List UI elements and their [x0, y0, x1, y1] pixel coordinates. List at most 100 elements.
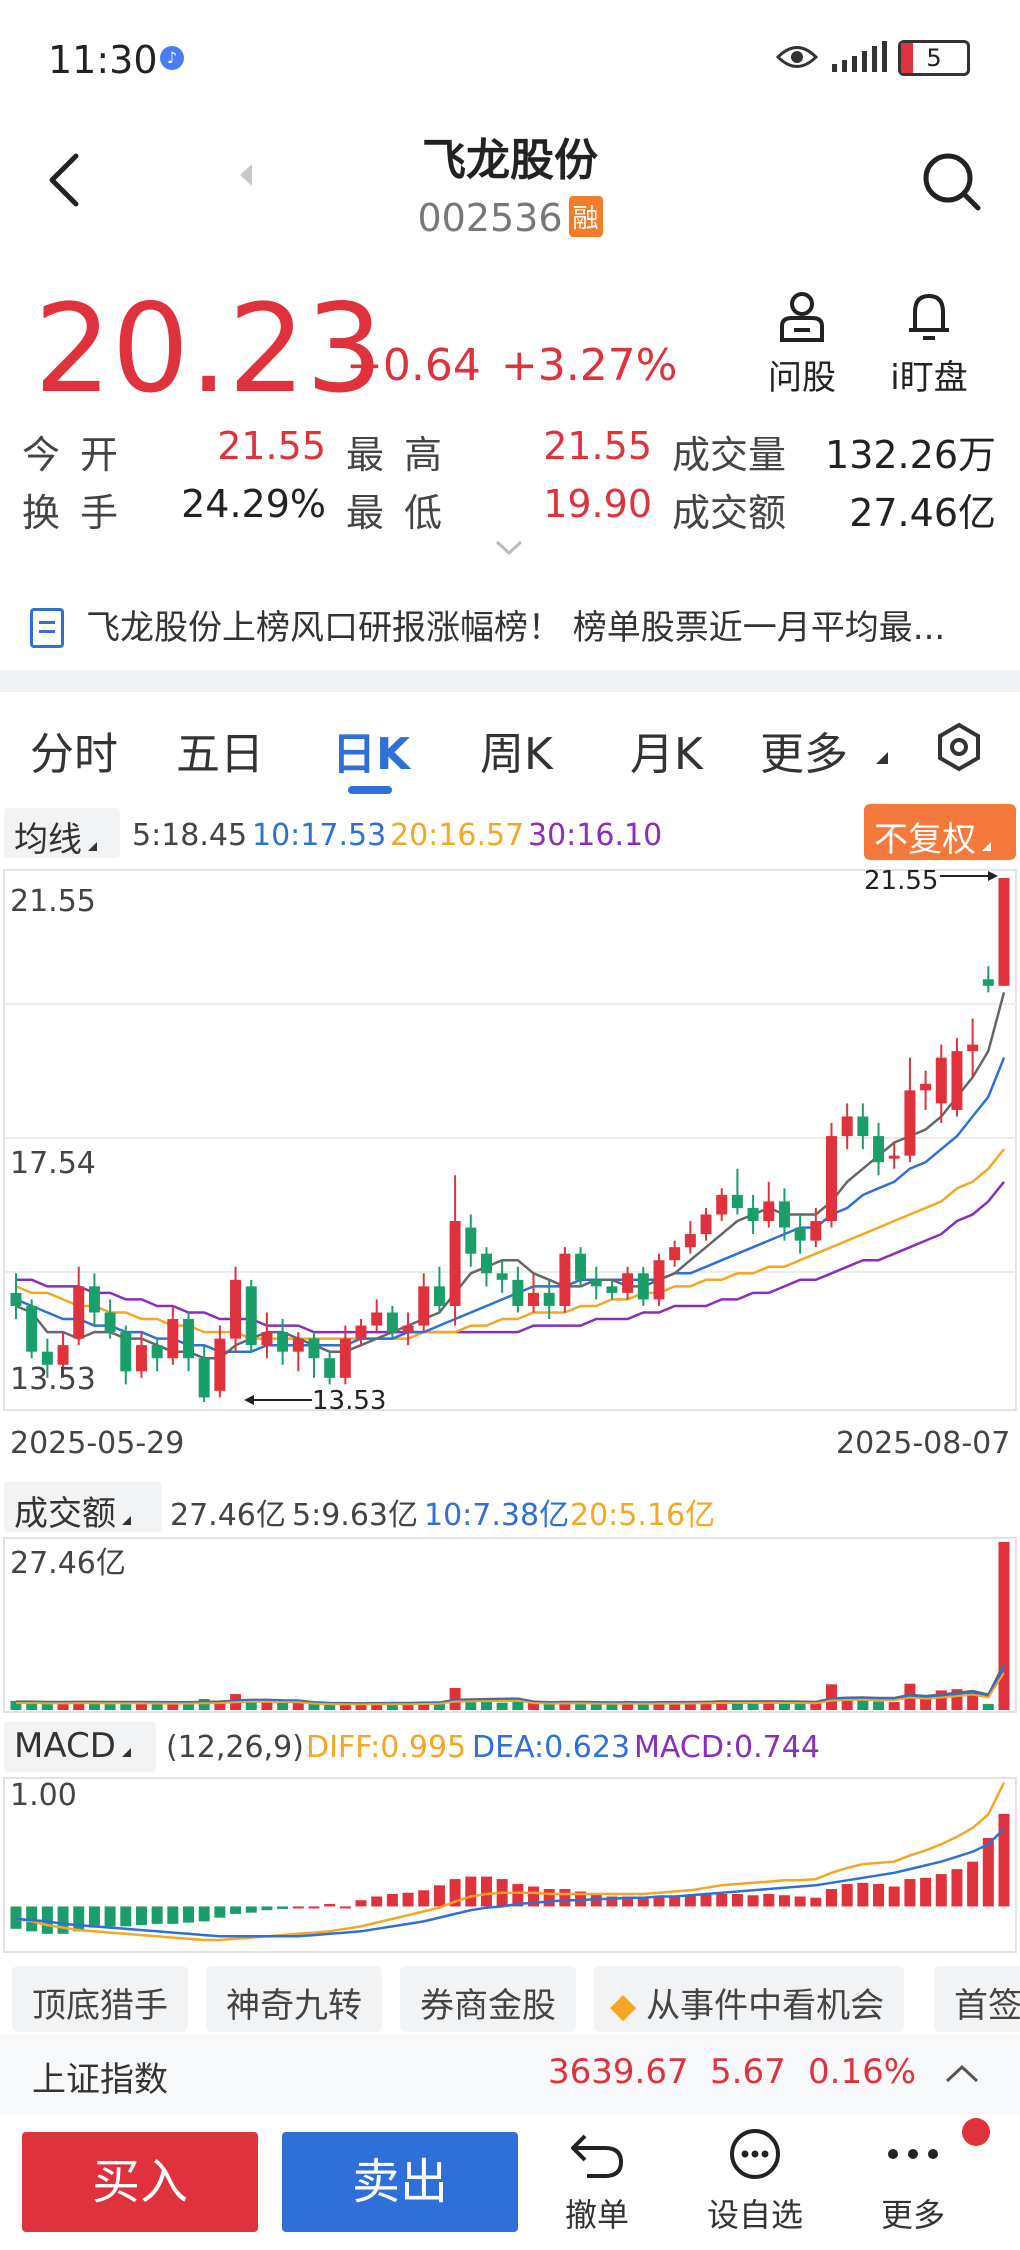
index-value: 3639.67 [548, 2052, 689, 2092]
candle-body [794, 1227, 806, 1241]
candle-body [151, 1345, 163, 1359]
macd-bar [41, 1906, 53, 1934]
candle-body [120, 1332, 132, 1372]
tab-intraday[interactable]: 分时 [30, 729, 118, 780]
candle-body [810, 1221, 822, 1241]
candle-body [73, 1286, 85, 1339]
macd-bar [183, 1906, 194, 1923]
amount-bar [261, 1702, 273, 1710]
amount-bar [794, 1702, 806, 1710]
tag-magic-nine[interactable]: 神奇九转 [206, 1966, 382, 2032]
macd-bar [88, 1906, 100, 1928]
buy-button[interactable]: 买入 [22, 2132, 258, 2232]
add-watchlist-button[interactable]: 设自选 [700, 2128, 810, 2236]
more-button[interactable]: 更多 [858, 2128, 968, 2236]
tab-daily-k[interactable]: 日K [332, 729, 411, 780]
amount-selector[interactable]: 成交额 [4, 1482, 162, 1534]
candle-body [684, 1234, 696, 1248]
amount-bar [73, 1700, 85, 1710]
candle-body [198, 1358, 210, 1398]
cancel-order-button[interactable]: 撤单 [542, 2128, 652, 2236]
back-arrow-icon[interactable] [40, 150, 90, 210]
add-watchlist-label: 设自选 [706, 2196, 803, 2234]
tag-bottom-top-hunter[interactable]: 顶底猎手 [12, 1966, 188, 2032]
amount-bar [465, 1700, 477, 1710]
candle-body [967, 1044, 979, 1052]
watch-button[interactable]: i盯盘 [884, 290, 974, 399]
amount-bar [120, 1702, 132, 1710]
change-percent: +3.27% [500, 340, 678, 391]
macd-bar [951, 1869, 963, 1907]
battery-level: 5 [926, 44, 942, 72]
macd-bar [920, 1877, 932, 1907]
previous-stock-icon[interactable] [236, 162, 256, 188]
kline-marks [244, 871, 998, 1405]
max-price-arrow [988, 871, 998, 881]
macd-dea: DEA:0.623 [472, 1730, 631, 1765]
candle-body [653, 1260, 665, 1300]
macd-bar [135, 1906, 147, 1926]
candle-body [386, 1312, 398, 1333]
macd-bar [716, 1894, 728, 1907]
stock-code-row: 002536 融 [0, 196, 1020, 240]
ma5-line [15, 991, 1006, 1360]
amount-chart[interactable] [0, 1536, 1020, 1716]
amount-lines [16, 1663, 1005, 1706]
undo-icon [571, 2134, 624, 2178]
macd-bar [857, 1882, 869, 1907]
candle-body [308, 1338, 320, 1359]
macd-bar [57, 1906, 69, 1934]
tab-monthly-k[interactable]: 月K [630, 729, 703, 780]
active-tab-indicator [348, 786, 392, 794]
tab-five-day[interactable]: 五日 [176, 729, 264, 780]
amount-bar [198, 1698, 210, 1710]
amount-bar [277, 1702, 289, 1710]
candle-body [230, 1279, 242, 1339]
macd-bar [653, 1896, 665, 1907]
search-icon[interactable] [920, 150, 984, 214]
macd-bar [669, 1896, 681, 1907]
dea-line [15, 1828, 1005, 1938]
ma20-value: 20:16.57 [390, 818, 525, 853]
chevron-up-icon[interactable] [944, 2062, 980, 2084]
kline-chart[interactable] [0, 866, 1020, 1416]
candle-body [622, 1273, 634, 1293]
change-value: +0.64 [346, 340, 481, 391]
ask-stock-button[interactable]: 问股 [760, 290, 844, 399]
macd-bar [433, 1885, 445, 1907]
candle-body [920, 1083, 932, 1091]
adjust-mode-button[interactable]: 不复权 [864, 804, 1016, 860]
tag-first-sign[interactable]: 首签 [934, 1966, 1020, 2032]
amount-bar [857, 1700, 869, 1710]
news-banner[interactable]: 飞龙股份上榜风口研报涨幅榜！ 榜单股票近一月平均最... [30, 600, 1000, 650]
amount-bar [684, 1701, 696, 1710]
candle-body [826, 1136, 837, 1222]
tab-weekly-k[interactable]: 周K [480, 729, 553, 780]
candle-body [496, 1273, 508, 1280]
amount-bar [763, 1700, 775, 1710]
amount-ma-line [16, 1663, 1005, 1705]
low-label: 最低 [346, 491, 463, 535]
macd-params: (12,26,9) [166, 1730, 304, 1765]
amount-bar [590, 1702, 602, 1710]
candle-body [292, 1338, 304, 1352]
candle-body [57, 1345, 69, 1365]
tag-broker-picks[interactable]: 券商金股 [400, 1966, 576, 2032]
tab-more[interactable]: 更多 [760, 729, 848, 780]
macd-chart[interactable] [0, 1776, 1020, 1956]
candle-body [88, 1286, 100, 1313]
candle-body [982, 979, 994, 986]
ma5-value: 5:18.45 [132, 818, 248, 853]
ma-selector[interactable]: 均线 [4, 808, 120, 860]
caret-icon [982, 842, 991, 851]
settings-icon[interactable] [934, 722, 984, 772]
macd-bar [888, 1886, 900, 1907]
macd-selector[interactable]: MACD [4, 1722, 156, 1772]
chevron-down-icon[interactable] [494, 538, 524, 558]
amount-ma5: 5:9.63亿 [292, 1498, 418, 1533]
tag-event-opportunity[interactable]: ◆ 从事件中看机会 [594, 1966, 905, 2032]
sell-button[interactable]: 卖出 [282, 2132, 518, 2232]
status-time: 11:30 [48, 38, 158, 82]
high-label: 最高 [346, 433, 463, 477]
amount-bar [308, 1703, 320, 1710]
